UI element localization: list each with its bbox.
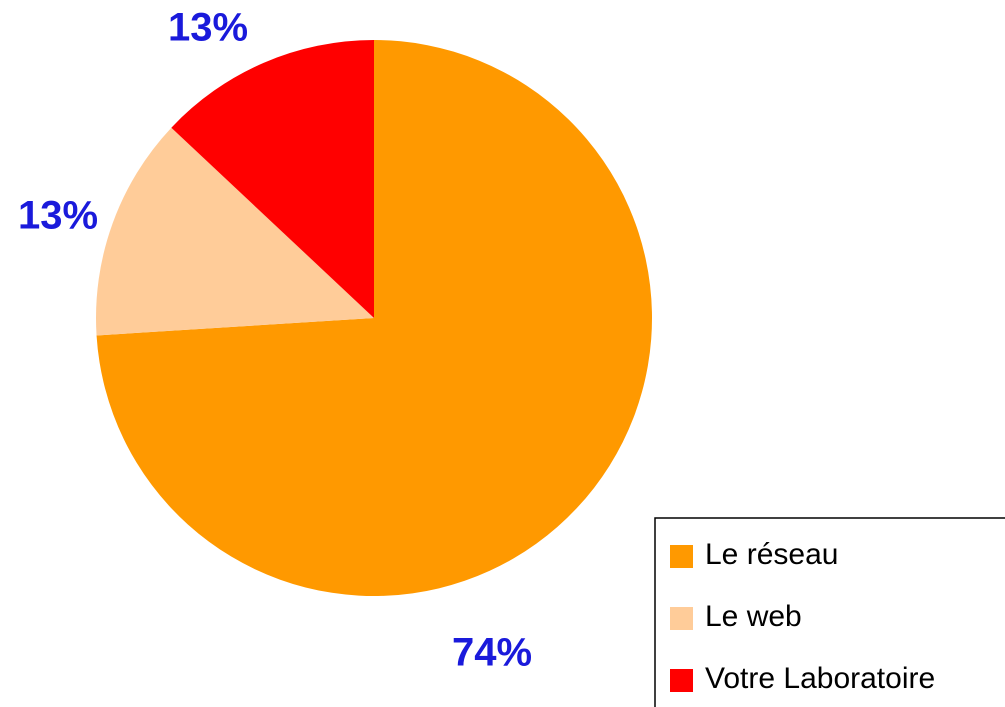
data-label: 74% <box>452 631 532 675</box>
legend-box <box>654 517 1005 707</box>
legend-swatch <box>670 545 693 568</box>
legend-label: Votre Laboratoire <box>705 662 935 695</box>
legend-swatch <box>670 669 693 692</box>
data-label: 13% <box>18 194 98 238</box>
legend-label: Le réseau <box>705 538 838 571</box>
data-label: 13% <box>168 6 248 50</box>
legend-label: Le web <box>705 600 802 633</box>
pie-slice <box>171 40 374 318</box>
pie-slice <box>96 40 652 597</box>
legend-swatch <box>670 607 693 630</box>
pie-slice <box>96 127 375 336</box>
